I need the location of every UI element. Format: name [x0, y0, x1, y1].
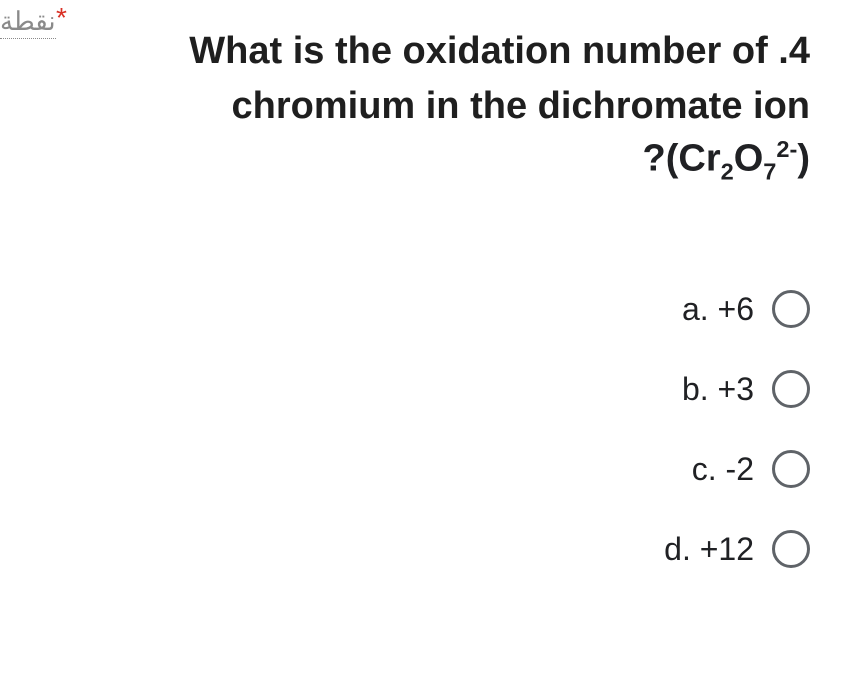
required-asterisk: *: [56, 2, 67, 34]
radio-icon[interactable]: [772, 450, 810, 488]
radio-icon[interactable]: [772, 370, 810, 408]
option-a[interactable]: a. +6: [682, 290, 810, 328]
option-d-label: d. +12: [664, 531, 754, 568]
formula-suffix: ): [797, 138, 810, 180]
question-number: .4: [778, 30, 810, 72]
question-formula: ?(Cr2O72-): [140, 136, 810, 185]
option-d[interactable]: d. +12: [664, 530, 810, 568]
formula-prefix: ?(Cr: [643, 138, 721, 180]
formula-sub-1: 2: [721, 158, 734, 184]
option-a-label: a. +6: [682, 291, 754, 328]
option-c[interactable]: c. -2: [692, 450, 810, 488]
question-line-1-text: What is the oxidation number of: [189, 30, 778, 72]
question-line-2: chromium in the dichromate ion: [140, 79, 810, 134]
question-text: What is the oxidation number of .4 chrom…: [140, 24, 810, 185]
option-c-label: c. -2: [692, 451, 754, 488]
radio-icon[interactable]: [772, 530, 810, 568]
options-group: a. +6 b. +3 c. -2 d. +12: [664, 290, 810, 568]
formula-sub-2: 7: [763, 158, 776, 184]
option-b[interactable]: b. +3: [682, 370, 810, 408]
formula-sup: 2-: [776, 136, 797, 162]
formula-mid: O: [734, 138, 764, 180]
radio-icon[interactable]: [772, 290, 810, 328]
points-badge: نقطة: [0, 6, 56, 39]
option-b-label: b. +3: [682, 371, 754, 408]
question-line-1: What is the oxidation number of .4: [140, 24, 810, 79]
